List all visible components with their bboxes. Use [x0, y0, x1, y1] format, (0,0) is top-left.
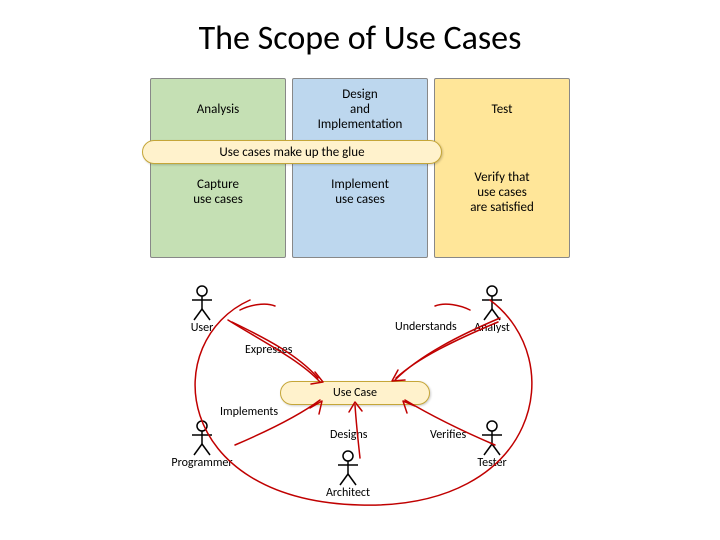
annotation-scribbles: [0, 0, 720, 540]
